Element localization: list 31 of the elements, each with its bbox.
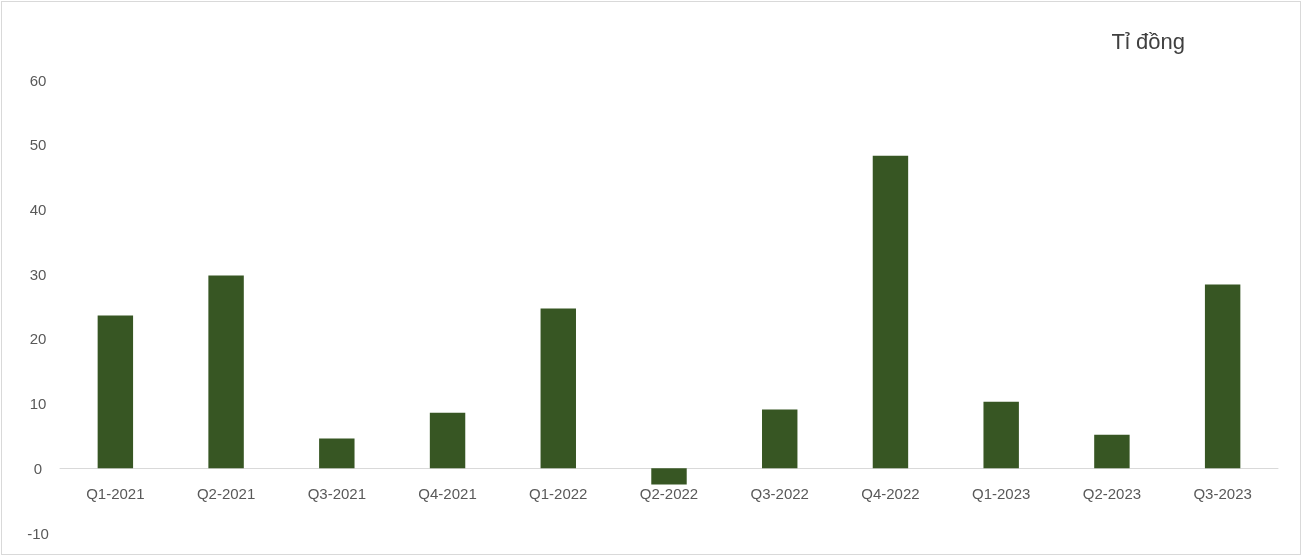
x-tick-label: Q2-2021 — [196, 485, 256, 502]
bar — [97, 315, 134, 469]
bar — [1204, 284, 1241, 469]
bar — [651, 468, 687, 485]
y-tick-label: 50 — [29, 136, 47, 154]
x-tick-label: Q1-2021 — [86, 485, 145, 502]
y-tick-label: 0 — [33, 459, 43, 477]
x-tick-label: Q3-2022 — [750, 485, 809, 502]
bar — [429, 412, 466, 469]
x-tick-label: Q1-2022 — [529, 485, 588, 502]
bar — [762, 409, 798, 469]
x-tick-label: Q4-2021 — [418, 485, 477, 502]
x-tick-label: Q4-2022 — [861, 485, 920, 502]
x-tick-label: Q2-2023 — [1082, 485, 1142, 502]
y-tick-label: 20 — [29, 330, 47, 348]
bar — [1094, 434, 1130, 469]
y-tick-label: 40 — [29, 200, 47, 218]
y-axis-title: Tỉ đồng — [1111, 28, 1186, 54]
x-tick-label: Q2-2022 — [639, 485, 699, 502]
bar — [872, 155, 909, 469]
bar — [983, 401, 1019, 469]
y-tick-label: -10 — [27, 524, 49, 542]
y-tick-label: 60 — [29, 71, 47, 89]
bar — [208, 275, 244, 469]
bar — [540, 308, 576, 469]
y-tick-label: 10 — [29, 395, 47, 413]
x-tick-label: Q3-2023 — [1193, 485, 1252, 502]
y-tick-label: 30 — [29, 265, 47, 283]
x-tick-label: Q1-2023 — [971, 485, 1031, 502]
bar — [319, 438, 355, 469]
x-tick-label: Q3-2021 — [307, 485, 367, 502]
